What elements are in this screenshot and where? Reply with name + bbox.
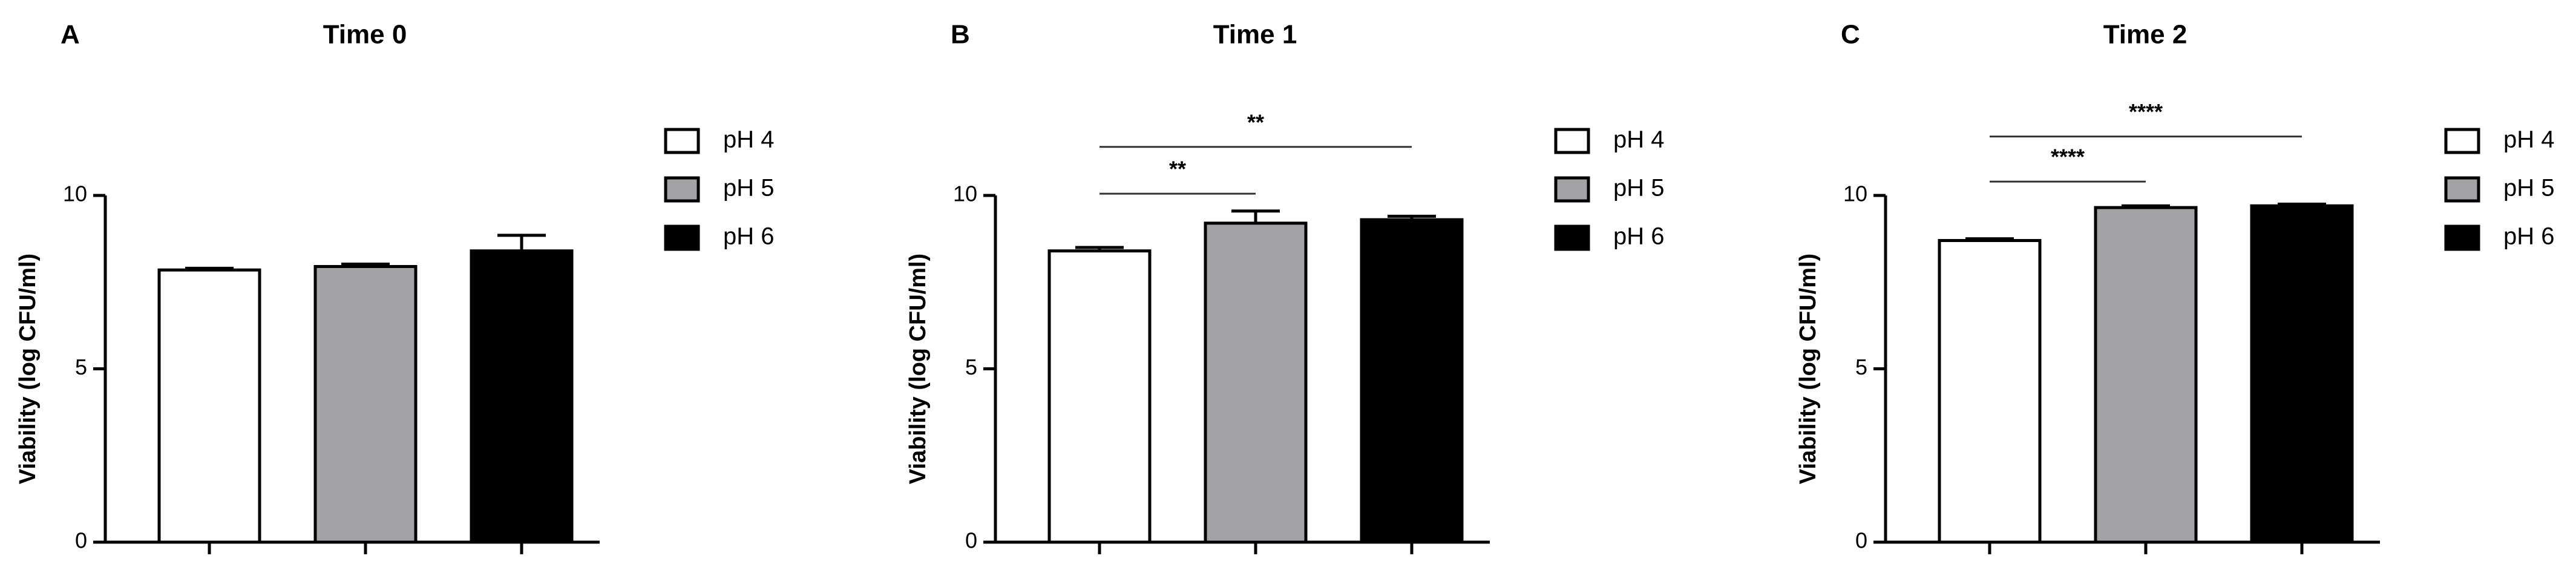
bar	[2094, 206, 2198, 544]
legend-swatch	[1554, 224, 1590, 251]
y-axis-label: Viability (log CFU/ml)	[15, 254, 41, 484]
panel-label: B	[951, 20, 970, 50]
y-axis-label: Viability (log CFU/ml)	[1795, 254, 1821, 484]
bar	[1047, 249, 1152, 544]
y-axis-label: Viability (log CFU/ml)	[905, 254, 931, 484]
bar	[1204, 221, 1308, 544]
y-tick-label: 10	[63, 182, 87, 206]
legend-swatch	[664, 128, 700, 154]
panel-label: C	[1841, 20, 1860, 50]
y-tick-label: 10	[953, 182, 977, 206]
legend-swatch	[2444, 128, 2480, 154]
bar	[157, 268, 261, 544]
bar	[1360, 218, 1464, 544]
y-tick-label: 5	[965, 355, 977, 379]
panel-label: A	[61, 20, 80, 50]
y-tick-label: 0	[75, 528, 87, 553]
legend-label: pH 6	[2503, 223, 2555, 250]
chart-title: Time 0	[323, 20, 407, 50]
y-tick-label: 5	[75, 355, 87, 379]
legend-label: pH 4	[2503, 126, 2555, 153]
legend-swatch	[1554, 128, 1590, 154]
legend-swatch	[2444, 224, 2480, 251]
y-tick-label: 0	[965, 528, 977, 553]
legend-label: pH 5	[2503, 175, 2555, 201]
bar	[2250, 204, 2354, 544]
bar	[1938, 238, 2042, 544]
significance-label: **	[1169, 157, 1186, 182]
legend-swatch	[664, 224, 700, 251]
legend-label: pH 6	[1613, 223, 1665, 250]
significance-label: **	[1247, 110, 1264, 134]
y-tick-label: 0	[1855, 528, 1867, 553]
y-tick-label: 5	[1855, 355, 1867, 379]
legend-label: pH 4	[1613, 126, 1665, 153]
legend-label: pH 6	[723, 223, 775, 250]
y-tick-label: 10	[1843, 182, 1867, 206]
chart-title: Time 2	[2103, 20, 2188, 50]
significance-label: ****	[2051, 145, 2085, 169]
bar	[313, 264, 418, 544]
legend-swatch	[664, 176, 700, 203]
bar	[470, 249, 574, 544]
chart-title: Time 1	[1213, 20, 1297, 50]
significance-label: ****	[2129, 99, 2163, 124]
legend-label: pH 4	[723, 126, 775, 153]
legend-swatch	[2444, 176, 2480, 203]
legend-label: pH 5	[1613, 175, 1665, 201]
legend-swatch	[1554, 176, 1590, 203]
legend-label: pH 5	[723, 175, 775, 201]
